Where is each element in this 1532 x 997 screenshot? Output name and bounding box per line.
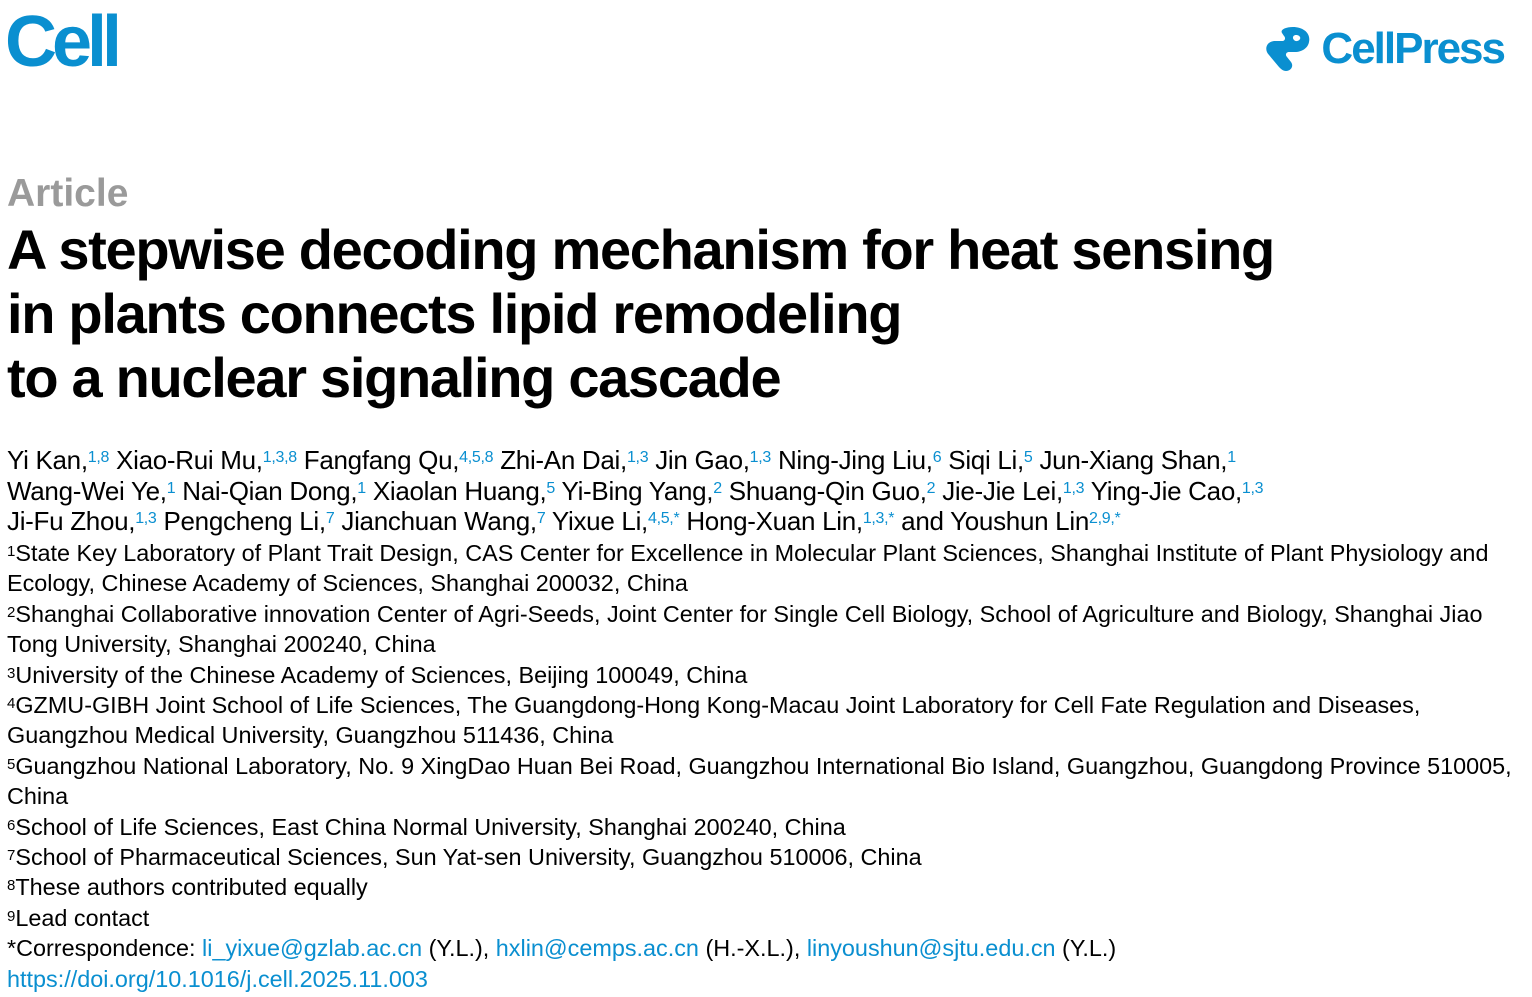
author-name: Wang-Wei Ye, xyxy=(7,475,167,506)
author-name: Shuang-Qin Guo, xyxy=(728,475,927,506)
article-type-label: Article xyxy=(7,172,129,215)
article-title: A stepwise decoding mechanism for heat s… xyxy=(7,218,1275,410)
author-affiliation-sup[interactable]: 1,3,8 xyxy=(262,449,297,466)
author-affiliation-sup[interactable]: 4,5,* xyxy=(647,510,680,527)
author-line: Wang-Wei Ye,1 Nai-Qian Dong,1 Xiaolan Hu… xyxy=(7,475,1264,507)
author-line: Yi Kan,1,8 Xiao-Rui Mu,1,3,8 Fangfang Qu… xyxy=(7,445,1263,476)
author-affiliation-sup[interactable]: 7 xyxy=(536,510,546,527)
affiliation-text: These authors contributed equally xyxy=(15,874,368,901)
author-name: and Youshun Lin xyxy=(901,506,1089,536)
affiliation-text: State Key Laboratory of Plant Trait Desi… xyxy=(7,540,1489,597)
author-name: Ying-Jie Cao, xyxy=(1090,475,1243,506)
author-affiliation-sup[interactable]: 1,3 xyxy=(1062,479,1085,497)
author-affiliation-sup[interactable]: 5 xyxy=(1023,449,1033,466)
author-name: Yixue Li, xyxy=(551,506,648,536)
author-name: Jianchuan Wang, xyxy=(341,506,537,536)
author-name: Yi Kan, xyxy=(7,445,88,475)
affiliation-item: 1State Key Laboratory of Plant Trait Des… xyxy=(7,538,1527,599)
cellpress-wordmark: CellPress xyxy=(1321,24,1506,73)
author-name: Ji-Fu Zhou, xyxy=(7,506,136,536)
initials: (Y.L.), xyxy=(422,935,496,962)
author-affiliation-sup[interactable]: 1,3 xyxy=(1241,479,1264,497)
affiliation-text: GZMU-GIBH Joint School of Life Sciences,… xyxy=(7,692,1421,749)
cellpress-mark-icon xyxy=(1266,27,1310,71)
author-name: Yi-Bing Yang, xyxy=(561,475,714,506)
author-name: Ning-Jing Liu, xyxy=(777,445,933,475)
affiliation-number: 9 xyxy=(7,907,16,925)
affiliation-item: 6School of Life Sciences, East China Nor… xyxy=(7,812,1527,842)
affiliation-item: 7School of Pharmaceutical Sciences, Sun … xyxy=(7,842,1527,872)
affiliation-number: 7 xyxy=(7,847,16,865)
affiliation-number: 5 xyxy=(7,755,16,773)
author-affiliation-sup[interactable]: 1,8 xyxy=(87,449,110,466)
author-name: Jie-Jie Lei, xyxy=(942,475,1063,506)
affiliation-text: School of Life Sciences, East China Norm… xyxy=(15,813,846,840)
author-name: Nai-Qian Dong, xyxy=(182,475,358,506)
author-affiliation-sup[interactable]: 4,5,8 xyxy=(459,449,494,466)
affiliation-text: Shanghai Collaborative innovation Center… xyxy=(7,600,1483,658)
author-affiliation-sup[interactable]: 7 xyxy=(325,510,335,527)
author-affiliation-sup[interactable]: 1,3 xyxy=(749,449,772,466)
cellpress-logo: CellPress xyxy=(1263,24,1506,74)
author-line: Ji-Fu Zhou,1,3 Pengcheng Li,7 Jianchuan … xyxy=(7,506,1263,537)
email-link[interactable]: hxlin@cemps.ac.cn xyxy=(495,935,699,962)
author-affiliation-sup[interactable]: 1 xyxy=(1227,449,1236,466)
correspondence: *Correspondence: li_yixue@gzlab.ac.cn (Y… xyxy=(7,933,1527,963)
initials: (H.-X.L.), xyxy=(698,935,807,962)
affiliation-item: 2Shanghai Collaborative innovation Cente… xyxy=(7,599,1527,660)
author-affiliation-sup[interactable]: 1,3,* xyxy=(862,510,895,527)
email-link[interactable]: li_yixue@gzlab.ac.cn xyxy=(202,935,423,962)
author-affiliation-sup[interactable]: 1 xyxy=(166,479,176,497)
affiliation-item: 3University of the Chinese Academy of Sc… xyxy=(7,660,1527,690)
affiliation-number: 2 xyxy=(7,603,16,621)
affiliation-text: School of Pharmaceutical Sciences, Sun Y… xyxy=(15,844,922,871)
doi-link[interactable]: https://doi.org/10.1016/j.cell.2025.11.0… xyxy=(7,965,428,992)
title-line: in plants connects lipid remodeling xyxy=(7,282,902,345)
correspondence-label: *Correspondence: xyxy=(7,935,203,962)
author-name: Xiaolan Huang, xyxy=(372,475,547,506)
initials: (Y.L.) xyxy=(1055,935,1117,962)
affiliation-number: 6 xyxy=(7,816,16,834)
title-line: to a nuclear signaling cascade xyxy=(7,346,782,409)
author-name: Fangfang Qu, xyxy=(303,445,460,475)
author-name: Jun-Xiang Shan, xyxy=(1039,445,1228,475)
author-affiliation-sup[interactable]: 2,9,* xyxy=(1088,510,1121,527)
affiliation-item: 8These authors contributed equally xyxy=(7,872,1527,902)
affiliation-number: 8 xyxy=(7,877,16,895)
affiliation-text: University of the Chinese Academy of Sci… xyxy=(15,661,748,688)
author-affiliation-sup[interactable]: 1,3 xyxy=(135,510,157,527)
cell-journal-logo: Cell xyxy=(5,2,122,82)
author-name: Xiao-Rui Mu, xyxy=(116,445,263,475)
author-affiliation-sup[interactable]: 1,3 xyxy=(626,449,649,466)
affiliation-number: 3 xyxy=(7,664,16,682)
author-name: Jin Gao, xyxy=(655,445,750,475)
affiliation-number: 1 xyxy=(7,543,16,560)
affiliation-item: 4GZMU-GIBH Joint School of Life Sciences… xyxy=(7,690,1527,751)
author-name: Hong-Xuan Lin, xyxy=(686,506,863,536)
author-affiliation-sup[interactable]: 5 xyxy=(546,479,556,497)
affiliations: 1State Key Laboratory of Plant Trait Des… xyxy=(7,538,1527,994)
email-link[interactable]: linyoushun@sjtu.edu.cn xyxy=(806,935,1056,962)
author-name: Siqi Li, xyxy=(948,445,1024,475)
affiliation-text: Lead contact xyxy=(15,904,150,931)
author-name: Zhi-An Dai, xyxy=(500,445,627,475)
affiliation-item: 9Lead contact xyxy=(7,903,1527,933)
author-name: Pengcheng Li, xyxy=(163,506,326,536)
affiliation-item: 5Guangzhou National Laboratory, No. 9 Xi… xyxy=(7,751,1527,812)
affiliation-text: Guangzhou National Laboratory, No. 9 Xin… xyxy=(7,752,1512,810)
author-affiliation-sup[interactable]: 2 xyxy=(926,479,936,497)
title-line: A stepwise decoding mechanism for heat s… xyxy=(7,218,1275,281)
affiliation-number: 4 xyxy=(7,695,16,713)
author-affiliation-sup[interactable]: 1 xyxy=(357,479,366,497)
author-list: Yi Kan,1,8 Xiao-Rui Mu,1,3,8 Fangfang Qu… xyxy=(7,445,1264,537)
author-affiliation-sup[interactable]: 6 xyxy=(932,449,942,466)
author-affiliation-sup[interactable]: 2 xyxy=(713,479,722,497)
